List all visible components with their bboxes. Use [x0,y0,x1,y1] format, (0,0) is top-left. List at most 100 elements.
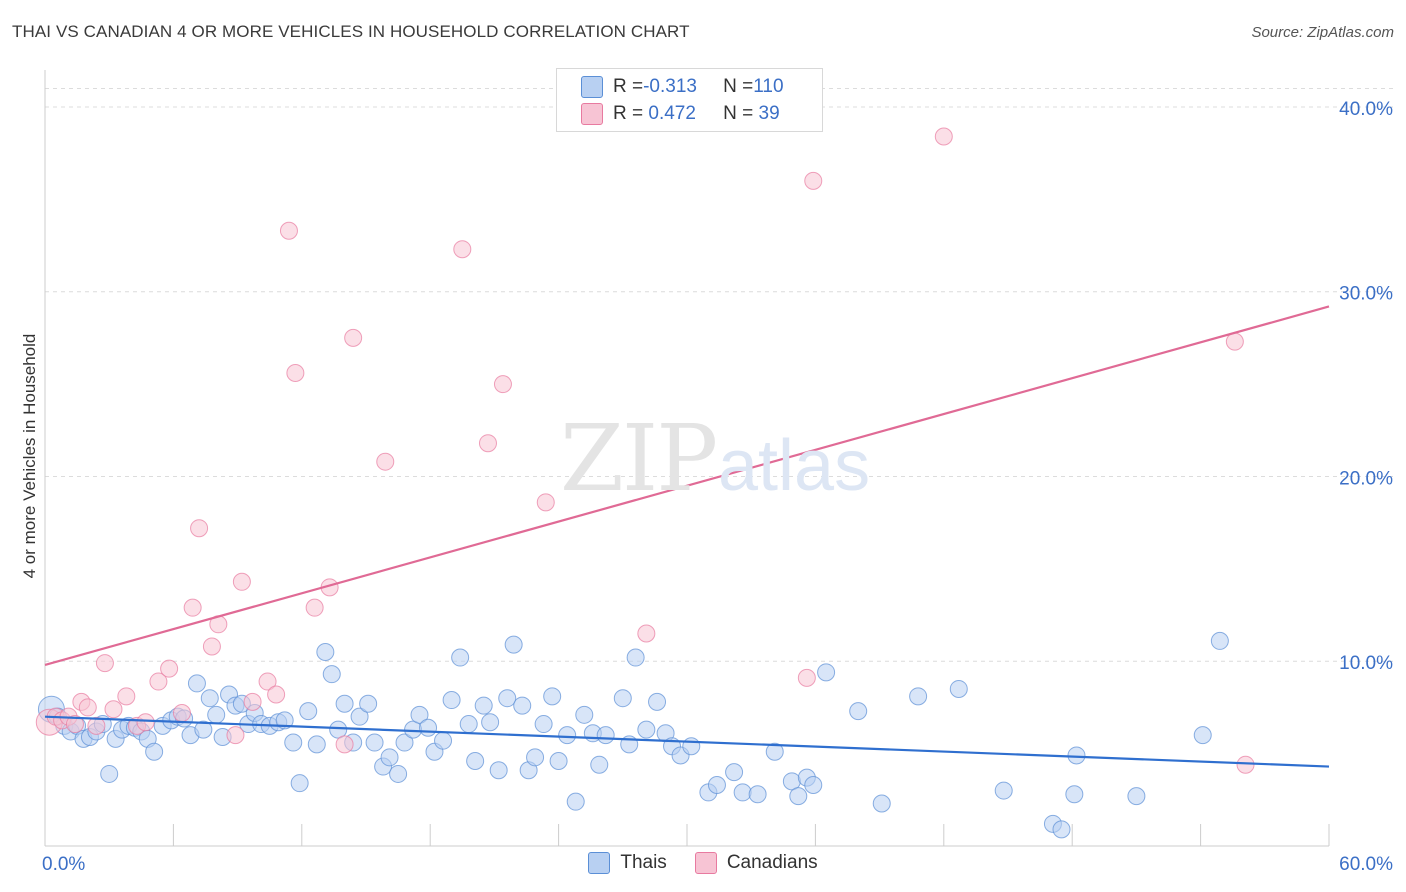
canadians-point [286,364,305,383]
canadians-point [243,692,262,711]
y-tick-label: 20.0% [1339,468,1393,489]
thais-point [1127,787,1146,806]
legend-row-canadians: R = 0.472 N = 39 [581,102,780,126]
thais-swatch [581,76,603,98]
thais-point [949,679,968,698]
canadians-point [478,434,497,453]
thais-point [534,715,553,734]
canadians-point [637,624,656,643]
thais-point [194,720,213,739]
canadians-point [1236,755,1255,774]
thais-point [1052,820,1071,839]
chart-title: THAI VS CANADIAN 4 OR MORE VEHICLES IN H… [12,22,690,41]
legend-n-value: 39 [753,103,780,124]
thais-point [284,733,303,752]
thais-point [466,752,485,771]
thais-point [725,763,744,782]
thais-point [526,748,545,767]
thais-point [994,781,1013,800]
thais-point [804,776,823,795]
canadians-point [190,519,209,538]
canadians-point [104,700,123,719]
x-tick-label: 0.0% [42,854,85,875]
thais-point [682,737,701,756]
thais-point [849,702,868,721]
thais-point [322,665,341,684]
thais-legend-label: Thais [620,852,667,873]
canadians-point [258,672,277,691]
thais-point [613,689,632,708]
thais-point [359,694,378,713]
thais-point [765,742,784,761]
canadians-point [797,668,816,687]
canadians-point [1225,332,1244,351]
y-axis-label: 4 or more Vehicles in Household [20,333,39,579]
thais-point [335,694,354,713]
legend-n-value: 110 [753,76,784,97]
canadians-point [172,703,191,722]
thais-point [316,643,335,661]
thais-point [395,733,414,752]
legend-item-thais[interactable]: Thais [588,852,667,874]
canadians-point [202,637,221,656]
canadians-point [305,598,324,617]
watermark-zip: ZIP [560,405,718,512]
thais-point [872,794,891,813]
thais-point [481,713,500,732]
legend-n-label: N = [723,76,754,97]
thais-point [909,687,928,706]
tick-labels: 10.0% 20.0% 30.0% 40.0% 0.0% 60.0% [42,99,1393,875]
thais-point [733,783,752,802]
thais-point [566,792,585,811]
canadians-point [149,672,168,691]
thais-point [596,726,615,745]
legend-item-canadians[interactable]: Canadians [694,852,818,874]
thais-point [1193,726,1212,745]
canadians-point [232,572,251,591]
thais-point [626,648,645,667]
thais-point [498,689,517,708]
canadians-point [95,654,114,673]
series-legend: Thais Canadians [0,852,1406,874]
thais-point [707,776,726,795]
canadians-point [804,171,823,190]
y-tick-label: 10.0% [1339,653,1393,674]
canadians-point [934,127,953,146]
watermark-atlas: atlas [718,426,871,506]
thais-point [350,707,369,726]
legend-row-thais: R = -0.313 N = 110 [581,75,784,99]
x-tick-label: 60.0% [1339,854,1393,875]
canadians-point [453,240,472,259]
canadians-point [335,735,354,754]
thais-point [434,731,453,750]
canadians-point [376,452,395,471]
thais-point [419,718,438,737]
thais-point [410,705,429,724]
canadians-trend-line [44,305,1330,666]
thais-point [299,702,318,721]
thais-point [489,761,508,780]
y-tick-label: 30.0% [1339,284,1393,305]
thais-point [380,748,399,767]
canadians-legend-label: Canadians [726,852,818,873]
thais-trend-line [44,715,1330,768]
thais-point [307,735,326,754]
thais-point [558,726,577,745]
legend-r-label: R = [613,76,644,97]
thais-point [513,696,532,715]
thais-point [543,687,562,706]
thais-point [1210,631,1229,650]
thais-point [389,764,408,783]
thais-legend-swatch [588,852,611,874]
canadians-point [267,685,286,704]
canadians-point [65,715,84,734]
thais-point [207,705,226,724]
canadians-point [536,493,555,512]
thais-point [504,635,523,654]
legend-r-value: 0.472 [643,103,696,124]
canadians-point [226,726,245,745]
canadians-legend-swatch [694,852,717,874]
thais-point [290,774,309,793]
thais-point [575,705,594,724]
canadians-point [78,698,97,717]
